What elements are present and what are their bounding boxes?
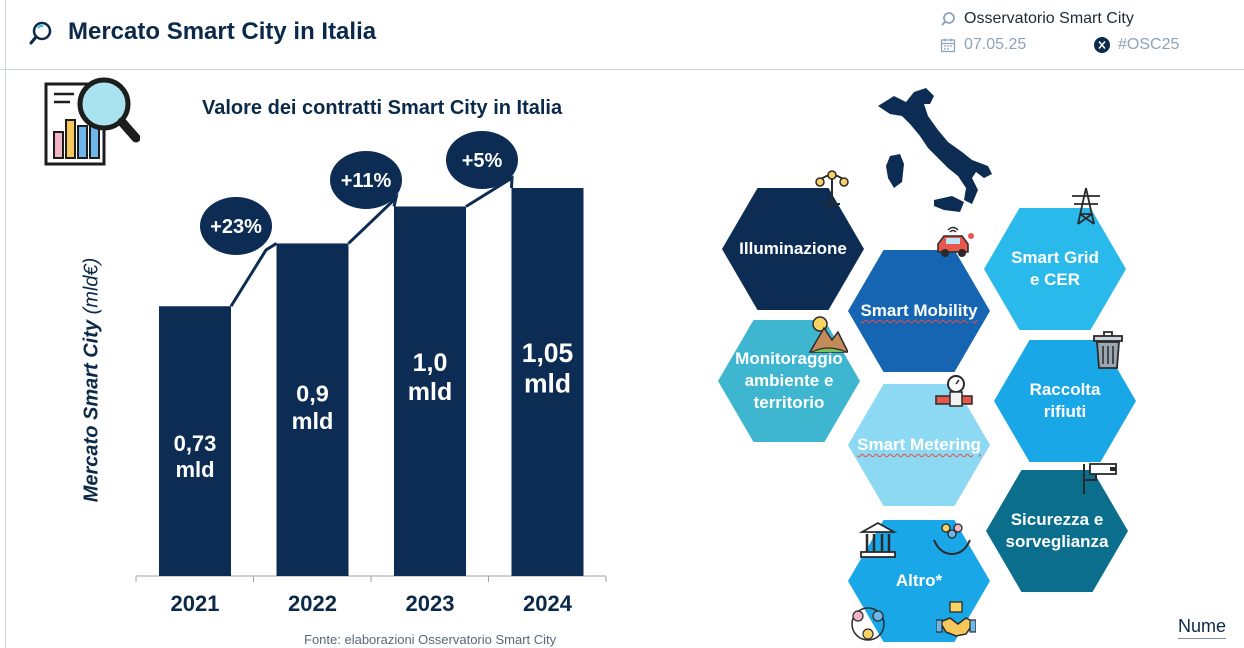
bar-2023 [394, 206, 466, 576]
growth-label: +5% [462, 150, 503, 172]
hashtag-label[interactable]: #OSC25 [1094, 36, 1179, 54]
public-building-icon [858, 521, 898, 558]
power-pylon-icon [1072, 187, 1100, 225]
bar-2021 [159, 306, 231, 576]
street-lamp-icon [815, 170, 849, 205]
report-magnifier-icon [44, 77, 140, 166]
hex-illuminazione: Illuminazione [722, 188, 864, 310]
hex-label: Illuminazione [739, 239, 847, 258]
growth-label: +11% [341, 170, 392, 192]
growth-connector [347, 193, 399, 245]
bar-chart: 0,73mld20210,9mld20221,0mld20231,05mld20… [135, 131, 607, 616]
hex-label: Sicurezza e sorveglianza [1005, 510, 1109, 551]
bar-2022 [276, 243, 349, 576]
hex-smart-mobility: Smart Mobility [848, 250, 990, 372]
hex-label: Altro* [895, 571, 943, 590]
hex-label: Monitoraggio ambiente e territorio [735, 349, 843, 412]
community-hands-icon [933, 523, 971, 556]
magnifier-logo-icon [29, 21, 52, 45]
bar-2024 [511, 188, 584, 576]
left-divider [5, 0, 6, 648]
growth-bubble [200, 197, 272, 255]
bar-data-label: 0,9 [296, 381, 329, 407]
bar-data-label: mld [292, 408, 334, 434]
growth-connector [465, 175, 514, 208]
x-tick-label: 2022 [288, 591, 337, 616]
bar-data-label: mld [524, 369, 571, 399]
hex-label: Smart Mobility [860, 301, 978, 320]
hex-label: Smart Metering [857, 435, 981, 454]
date-text: 07.05.25 [964, 36, 1027, 53]
organization-text: Osservatorio Smart City [964, 10, 1134, 27]
page-title: Mercato Smart City in Italia [68, 18, 377, 45]
hex-smart-grid: Smart Grid e CER [984, 208, 1126, 330]
source-note: Fonte: elaborazioni Osservatorio Smart C… [304, 632, 557, 647]
magnifier-icon [941, 12, 955, 26]
calendar-icon [940, 38, 956, 53]
date-label: 07.05.25 [940, 36, 1026, 54]
hex-label: Raccolta rifiuti [1029, 380, 1101, 421]
italy-map-icon [878, 88, 992, 212]
growth-label: +23% [210, 216, 262, 238]
bar-data-label: mld [175, 457, 214, 482]
header-bar: Mercato Smart City in Italia Osservatori… [0, 0, 1244, 70]
x-tick-label: 2021 [171, 591, 220, 616]
growth-bubble [330, 151, 402, 209]
hex-label: Smart Grid e CER [1011, 248, 1099, 289]
bar-data-label: mld [408, 378, 452, 406]
chart-title: Valore dei contratti Smart City in Itali… [202, 97, 563, 119]
x-logo-icon [1094, 37, 1110, 53]
x-tick-label: 2023 [406, 591, 455, 616]
water-meter-icon [935, 375, 973, 407]
growth-bubble [446, 131, 518, 189]
connected-car-icon [937, 226, 974, 257]
corner-label: Nume [1178, 616, 1227, 639]
bar-data-label: 1,0 [413, 349, 448, 377]
people-network-icon [851, 607, 885, 641]
trash-bin-icon [1093, 331, 1123, 369]
hashtag-text: #OSC25 [1118, 36, 1180, 53]
bar-data-label: 0,73 [174, 431, 217, 456]
x-tick-label: 2024 [523, 591, 573, 616]
growth-connector [229, 242, 278, 308]
landscape-icon [808, 316, 848, 353]
hex-altro: Altro* [848, 520, 990, 642]
handshake-icon [936, 601, 976, 637]
cctv-camera-icon [1083, 463, 1117, 494]
organization-label: Osservatorio Smart City [940, 10, 1134, 28]
bar-data-label: 1,05 [522, 338, 574, 368]
